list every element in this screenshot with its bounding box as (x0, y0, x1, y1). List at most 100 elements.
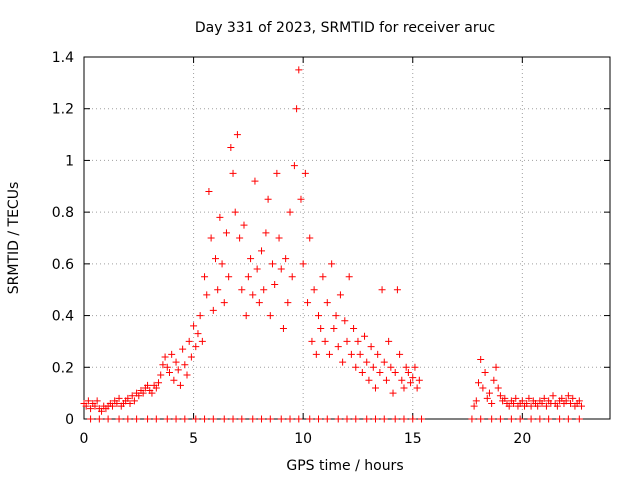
data-point (172, 358, 180, 366)
data-point (115, 415, 123, 423)
data-point (115, 394, 123, 402)
data-point (126, 399, 134, 407)
data-point (113, 399, 121, 407)
x-tick-label: 10 (294, 431, 312, 447)
data-point (295, 66, 303, 74)
data-point (271, 281, 279, 289)
data-point (198, 337, 206, 345)
data-point (98, 407, 106, 415)
data-point (315, 312, 323, 320)
data-point (91, 402, 99, 410)
data-point (347, 350, 355, 358)
data-point (108, 402, 116, 410)
data-point (148, 389, 156, 397)
data-point (477, 356, 485, 364)
data-point (130, 397, 138, 405)
data-point (220, 299, 228, 307)
data-point (404, 368, 412, 376)
y-tick-label: 0 (65, 412, 74, 428)
data-point (378, 286, 386, 294)
data-point (312, 350, 320, 358)
data-point (553, 402, 561, 410)
data-point (201, 273, 209, 281)
data-point (501, 394, 509, 402)
data-point (492, 363, 500, 371)
data-point (415, 376, 423, 384)
chart-title: Day 331 of 2023, SRMTID for receiver aru… (195, 20, 495, 36)
data-point (253, 265, 261, 273)
data-point (334, 343, 342, 351)
data-point (284, 299, 292, 307)
data-point (354, 337, 362, 345)
data-point (255, 299, 263, 307)
data-point (527, 402, 535, 410)
x-tick-label: 0 (80, 431, 89, 447)
y-tick-label: 0.8 (52, 205, 74, 221)
y-tick-label: 1.2 (52, 102, 74, 118)
data-point (218, 260, 226, 268)
x-tick-label: 15 (404, 431, 422, 447)
data-point (407, 379, 415, 387)
data-point (317, 325, 325, 332)
data-point (275, 234, 283, 242)
data-point (411, 363, 419, 371)
data-point (301, 169, 309, 177)
data-point (363, 358, 371, 366)
data-point (165, 368, 173, 376)
data-point (538, 399, 546, 407)
data-point (308, 337, 316, 345)
data-point (371, 415, 379, 423)
data-point (299, 260, 307, 268)
data-point (205, 187, 213, 195)
data-point (545, 415, 553, 423)
data-point (562, 397, 570, 405)
data-point (380, 415, 388, 423)
data-point (247, 255, 255, 263)
data-point (229, 169, 237, 177)
data-point (361, 332, 369, 340)
data-point (260, 286, 268, 294)
data-point (181, 415, 189, 423)
data-point (231, 208, 239, 216)
data-point (266, 415, 274, 423)
data-point (371, 384, 379, 392)
data-point (124, 415, 132, 423)
data-point (233, 131, 241, 139)
data-point (400, 384, 408, 392)
data-point (196, 312, 204, 320)
data-point (190, 322, 198, 330)
data-point (564, 415, 572, 423)
data-point (575, 397, 583, 405)
data-point (144, 415, 152, 423)
data-point (385, 337, 393, 345)
data-point (172, 415, 180, 423)
data-point (181, 361, 189, 369)
data-point (413, 384, 421, 392)
data-point (374, 350, 382, 358)
data-point (194, 330, 202, 338)
data-point (556, 415, 564, 423)
data-point (477, 415, 485, 423)
data-point (295, 415, 303, 423)
data-point (214, 286, 222, 294)
data-point (391, 368, 399, 376)
data-point (279, 325, 287, 332)
data-point (183, 371, 191, 379)
data-point (264, 195, 272, 203)
data-point (286, 208, 294, 216)
data-point (288, 273, 296, 281)
data-point (496, 415, 504, 423)
data-point (516, 415, 524, 423)
data-point (488, 399, 496, 407)
data-point (525, 394, 533, 402)
axis-ticks: 0 5 10 15 20 0 0.2 0.4 0.6 0.8 1 1.2 1.4 (52, 50, 610, 447)
data-point (87, 405, 95, 413)
data-point (207, 234, 215, 242)
data-point (249, 291, 257, 299)
data-point (376, 368, 384, 376)
data-point (578, 402, 586, 410)
data-point (323, 415, 331, 423)
data-point (470, 402, 478, 410)
data-point (356, 350, 364, 358)
data-point (225, 273, 233, 281)
